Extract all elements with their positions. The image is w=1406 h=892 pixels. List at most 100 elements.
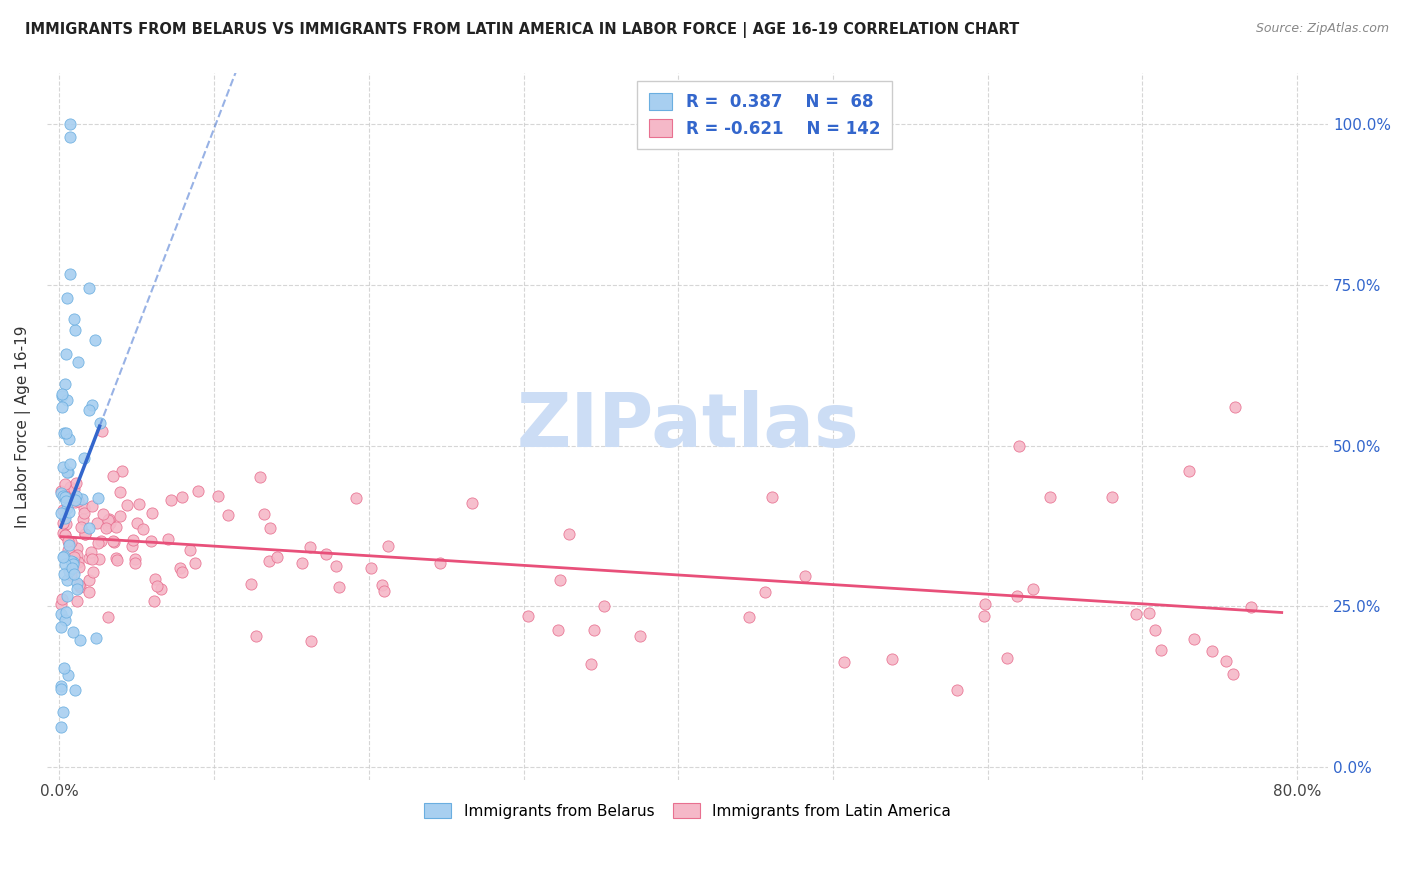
Point <box>63 567 86 582</box>
Point <box>593 599 616 613</box>
Point <box>58 432 80 446</box>
Point <box>51 386 73 401</box>
Point <box>429 557 451 571</box>
Point <box>96 521 118 535</box>
Point <box>52 661 75 675</box>
Point <box>252 507 274 521</box>
Point <box>53 490 76 504</box>
Point <box>69 560 91 574</box>
Point <box>1005 590 1028 604</box>
Point <box>974 598 997 612</box>
Point <box>86 631 108 645</box>
Point <box>53 528 76 542</box>
Point <box>55 528 77 542</box>
Point <box>93 507 115 521</box>
Point <box>63 550 86 565</box>
Point <box>1101 490 1123 504</box>
Point <box>146 579 169 593</box>
Point <box>58 538 80 552</box>
Point <box>360 561 382 575</box>
Point <box>62 555 84 569</box>
Point <box>66 593 89 607</box>
Point <box>75 526 97 541</box>
Point <box>69 581 91 595</box>
Point <box>53 425 76 440</box>
Point <box>63 683 86 698</box>
Point <box>49 720 72 734</box>
Point <box>87 491 110 505</box>
Point <box>105 550 128 565</box>
Point <box>65 490 87 504</box>
Point <box>66 355 89 369</box>
Point <box>55 347 77 361</box>
Point <box>217 508 239 522</box>
Point <box>111 464 134 478</box>
Point <box>58 505 80 519</box>
Point <box>73 451 96 466</box>
Point <box>73 506 96 520</box>
Point <box>101 533 124 548</box>
Point <box>946 682 969 697</box>
Point <box>738 610 761 624</box>
Point <box>60 491 83 506</box>
Legend: Immigrants from Belarus, Immigrants from Latin America: Immigrants from Belarus, Immigrants from… <box>418 797 957 825</box>
Point <box>56 667 79 681</box>
Point <box>53 613 76 627</box>
Point <box>1139 606 1161 620</box>
Point <box>53 489 76 503</box>
Point <box>59 554 82 568</box>
Point <box>89 416 111 430</box>
Point <box>299 540 322 554</box>
Point <box>266 550 288 565</box>
Point <box>1149 643 1171 657</box>
Point <box>56 392 79 407</box>
Point <box>59 267 82 281</box>
Point <box>104 520 127 534</box>
Point <box>63 492 86 507</box>
Point <box>56 466 79 480</box>
Point <box>1201 643 1223 657</box>
Point <box>103 534 125 549</box>
Point <box>52 459 75 474</box>
Point <box>52 489 75 503</box>
Point <box>77 573 100 587</box>
Point <box>70 520 93 534</box>
Point <box>108 509 131 524</box>
Point <box>77 584 100 599</box>
Point <box>124 556 146 570</box>
Point <box>62 557 84 571</box>
Point <box>52 705 75 719</box>
Point <box>1240 600 1263 615</box>
Point <box>63 495 86 509</box>
Point <box>51 592 73 607</box>
Point <box>66 582 89 596</box>
Point <box>53 558 76 572</box>
Point <box>344 491 367 505</box>
Point <box>90 424 112 438</box>
Point <box>97 513 120 527</box>
Point <box>630 629 652 643</box>
Point <box>49 679 72 693</box>
Point <box>82 565 104 579</box>
Point <box>121 539 143 553</box>
Point <box>75 526 97 541</box>
Y-axis label: In Labor Force | Age 16-19: In Labor Force | Age 16-19 <box>15 325 31 527</box>
Point <box>179 542 201 557</box>
Point <box>60 560 83 574</box>
Text: IMMIGRANTS FROM BELARUS VS IMMIGRANTS FROM LATIN AMERICA IN LABOR FORCE | AGE 16: IMMIGRANTS FROM BELARUS VS IMMIGRANTS FR… <box>25 22 1019 38</box>
Point <box>131 522 153 536</box>
Point <box>82 398 104 412</box>
Point <box>1143 623 1166 637</box>
Point <box>207 489 229 503</box>
Point <box>547 623 569 637</box>
Point <box>52 549 75 563</box>
Point <box>105 552 128 566</box>
Point <box>77 281 100 295</box>
Point <box>973 609 995 624</box>
Point <box>461 496 484 510</box>
Point <box>141 507 163 521</box>
Text: ZIPatlas: ZIPatlas <box>516 390 859 463</box>
Point <box>80 500 103 514</box>
Point <box>832 655 855 669</box>
Point <box>72 512 94 526</box>
